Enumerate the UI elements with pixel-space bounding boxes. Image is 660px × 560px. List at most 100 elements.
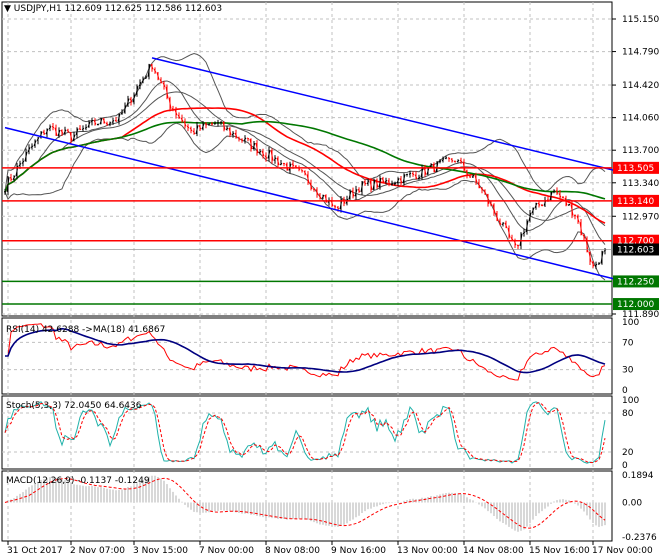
level-price-label: 112.700 bbox=[617, 237, 654, 247]
candle-body bbox=[27, 147, 31, 153]
candle-body bbox=[351, 190, 355, 197]
candle-body bbox=[492, 204, 496, 214]
macd-axis-label: 0.00 bbox=[622, 499, 642, 509]
candle-body bbox=[366, 180, 370, 185]
candle-body bbox=[270, 150, 274, 161]
candle-body bbox=[549, 191, 553, 201]
candle-body bbox=[570, 204, 574, 216]
rsi-axis-label: 70 bbox=[622, 338, 634, 348]
candle-body bbox=[189, 127, 193, 132]
bollinger-lower bbox=[4, 122, 606, 281]
macd-axis-label: -0.2376 bbox=[622, 533, 657, 543]
candle-body bbox=[186, 125, 190, 129]
candle-body bbox=[357, 189, 361, 193]
candle-body bbox=[234, 132, 238, 138]
candle-body bbox=[273, 157, 277, 161]
candle-body bbox=[348, 190, 352, 200]
y-tick-label: 114.790 bbox=[622, 48, 659, 58]
candle-body bbox=[75, 128, 79, 135]
candle-body bbox=[414, 174, 418, 180]
candle-body bbox=[120, 112, 124, 115]
candle-body bbox=[435, 161, 439, 173]
candle-body bbox=[567, 203, 571, 206]
candle-body bbox=[72, 134, 76, 141]
candle-body bbox=[600, 251, 604, 264]
candle-body bbox=[411, 172, 415, 176]
candle-body bbox=[45, 128, 49, 135]
candle-body bbox=[54, 127, 58, 136]
candle-body bbox=[162, 82, 166, 88]
candle-body bbox=[453, 160, 457, 163]
candle-body bbox=[33, 140, 37, 147]
stoch-signal-line bbox=[4, 402, 606, 464]
candle-body bbox=[420, 167, 424, 178]
candle-body bbox=[60, 129, 64, 134]
candle-body bbox=[285, 163, 289, 171]
x-tick-label: 8 Nov 08:00 bbox=[265, 546, 320, 556]
candle-body bbox=[252, 142, 256, 150]
candle-body bbox=[219, 121, 223, 124]
candle-body bbox=[474, 175, 478, 183]
candle-body bbox=[21, 160, 25, 164]
candle-body bbox=[462, 161, 466, 171]
macd-axis-label: 0.1894 bbox=[622, 471, 654, 481]
candle-body bbox=[240, 138, 244, 141]
candle-body bbox=[318, 194, 322, 199]
candle-body bbox=[447, 157, 451, 160]
channel-line bbox=[151, 57, 618, 172]
candle-body bbox=[438, 160, 442, 163]
candle-body bbox=[84, 126, 88, 129]
candle-body bbox=[192, 130, 196, 135]
candle-body bbox=[336, 206, 340, 210]
candle-body bbox=[537, 202, 541, 206]
candle-body bbox=[519, 233, 523, 246]
rsi-axis-label: 0 bbox=[622, 386, 628, 396]
candle-body bbox=[375, 179, 379, 188]
candle-body bbox=[264, 155, 268, 159]
current-price-tag bbox=[613, 243, 659, 256]
main-pane-frame bbox=[1, 1, 613, 317]
candle-body bbox=[441, 158, 445, 162]
y-tick-label: 113.340 bbox=[622, 179, 659, 189]
rsi-ma-line bbox=[5, 327, 606, 374]
candle-body bbox=[399, 178, 403, 184]
candle-body bbox=[6, 177, 10, 192]
x-tick-label: 13 Nov 00:00 bbox=[397, 546, 458, 556]
candle-body bbox=[372, 179, 376, 190]
candle-body bbox=[525, 220, 529, 233]
dropdown-triangle-icon[interactable]: ▼ bbox=[4, 4, 11, 14]
candle-body bbox=[156, 72, 160, 80]
candle-body bbox=[66, 129, 70, 133]
short-ma bbox=[4, 80, 606, 245]
candle-body bbox=[588, 251, 592, 262]
rsi-axis-label: 100 bbox=[622, 318, 639, 328]
candle-body bbox=[498, 220, 502, 225]
candle-body bbox=[279, 162, 283, 166]
candle-body bbox=[150, 64, 154, 70]
candle-body bbox=[417, 176, 421, 180]
candle-body bbox=[552, 190, 556, 193]
ma-slow-line bbox=[4, 120, 606, 200]
candle-body bbox=[102, 118, 106, 124]
candle-body bbox=[429, 163, 433, 168]
level-price-label: 112.000 bbox=[617, 300, 654, 310]
candle-body bbox=[306, 174, 310, 184]
candle-body bbox=[354, 189, 358, 197]
macd-title: MACD(12,26,9) -0.1137 -0.1249 bbox=[6, 476, 150, 486]
x-tick-label: 7 Nov 00:00 bbox=[199, 546, 254, 556]
rsi-axis-label: 30 bbox=[622, 366, 634, 376]
candle-body bbox=[246, 137, 250, 140]
candle-body bbox=[174, 109, 178, 116]
candle-body bbox=[576, 215, 580, 223]
candle-body bbox=[309, 182, 313, 190]
candle-body bbox=[468, 175, 472, 178]
level-price-tag bbox=[613, 275, 659, 288]
candle-body bbox=[222, 121, 226, 130]
x-tick-label: 17 Nov 00:00 bbox=[592, 546, 653, 556]
candle-body bbox=[459, 159, 463, 163]
candle-body bbox=[597, 262, 601, 265]
rsi-pane-frame bbox=[1, 317, 613, 395]
candle-body bbox=[507, 227, 511, 238]
